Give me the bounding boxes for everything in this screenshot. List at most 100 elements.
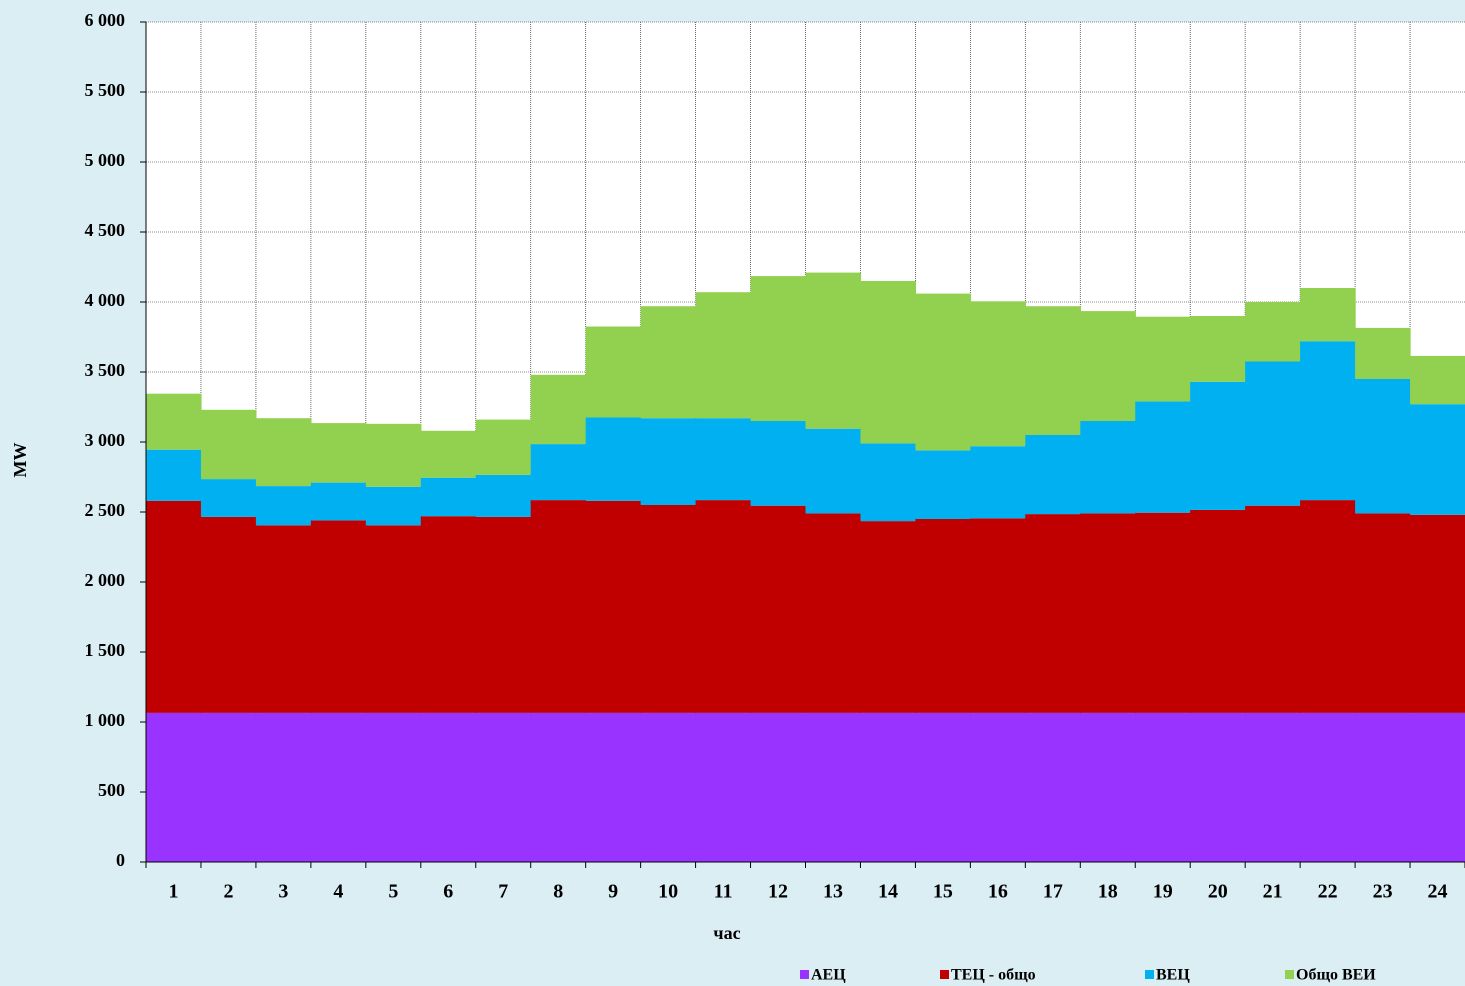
area-segment bbox=[1135, 401, 1191, 513]
area-segment bbox=[1300, 341, 1356, 501]
area-segment bbox=[1025, 306, 1081, 435]
area-segment bbox=[1190, 316, 1246, 382]
area-segment bbox=[860, 521, 917, 713]
area-segment bbox=[530, 374, 587, 445]
area-segment bbox=[420, 516, 477, 713]
x-tick-label: 11 bbox=[714, 881, 733, 903]
area-segment bbox=[365, 486, 422, 526]
area-segment bbox=[1135, 712, 1191, 862]
legend-swatch bbox=[800, 970, 809, 979]
y-tick-label: 2 500 bbox=[85, 500, 126, 520]
area-segment bbox=[420, 712, 477, 862]
x-tick-label: 2 bbox=[223, 881, 233, 903]
area-segment bbox=[1080, 311, 1136, 421]
legend-swatch bbox=[940, 970, 949, 979]
area-segment bbox=[310, 712, 367, 862]
area-segment bbox=[530, 444, 587, 501]
legend-swatch bbox=[1285, 970, 1294, 979]
area-segment bbox=[1245, 361, 1301, 506]
area-segment bbox=[695, 292, 752, 419]
area-segment bbox=[200, 479, 257, 517]
x-tick-label: 5 bbox=[388, 881, 398, 903]
area-segment bbox=[1355, 327, 1411, 379]
area-segment bbox=[640, 712, 697, 862]
x-tick-label: 15 bbox=[933, 881, 953, 903]
area-segment bbox=[585, 326, 642, 418]
area-segment bbox=[200, 712, 257, 862]
area-segment bbox=[475, 516, 532, 713]
legend-label: ТЕЦ - общо bbox=[951, 967, 1036, 984]
y-axis-label: MW bbox=[10, 443, 30, 478]
x-tick-label: 14 bbox=[878, 881, 898, 903]
area-segment bbox=[1410, 355, 1465, 405]
area-segment bbox=[915, 293, 971, 451]
area-segment bbox=[365, 423, 422, 487]
area-segment bbox=[695, 418, 752, 501]
y-tick-label: 3 500 bbox=[85, 360, 126, 380]
y-tick-label: 3 000 bbox=[85, 430, 126, 450]
area-segment bbox=[420, 430, 477, 478]
y-tick-label: 5 500 bbox=[85, 80, 126, 100]
y-tick-label: 5 000 bbox=[85, 150, 126, 170]
area-segment bbox=[1080, 513, 1136, 713]
area-segment bbox=[1300, 712, 1356, 862]
area-segment bbox=[915, 519, 971, 713]
x-tick-label: 7 bbox=[498, 881, 508, 903]
area-segment bbox=[805, 513, 862, 713]
area-segment bbox=[475, 712, 532, 862]
x-tick-label: 16 bbox=[988, 881, 1008, 903]
x-tick-label: 9 bbox=[608, 881, 618, 903]
area-segment bbox=[750, 421, 807, 506]
area-segment bbox=[805, 712, 862, 862]
legend-label: ВЕЦ bbox=[1156, 967, 1190, 984]
y-tick-label: 2 000 bbox=[85, 570, 126, 590]
x-tick-label: 4 bbox=[333, 881, 343, 903]
area-segment bbox=[640, 418, 697, 505]
x-tick-label: 13 bbox=[823, 881, 843, 903]
area-segment bbox=[475, 419, 532, 475]
area-segment bbox=[255, 525, 312, 713]
y-tick-label: 6 000 bbox=[85, 10, 126, 30]
x-tick-label: 3 bbox=[278, 881, 288, 903]
area-segment bbox=[1300, 288, 1356, 342]
area-segment bbox=[475, 474, 532, 517]
area-segment bbox=[530, 500, 587, 713]
area-segment bbox=[1190, 509, 1246, 713]
area-segment bbox=[255, 712, 312, 862]
area-segment bbox=[1135, 316, 1191, 402]
x-tick-label: 24 bbox=[1428, 881, 1448, 903]
area-segment bbox=[1080, 421, 1136, 514]
area-segment bbox=[1355, 513, 1411, 713]
area-segment bbox=[970, 712, 1026, 862]
area-segment bbox=[750, 276, 807, 421]
area-segment bbox=[310, 520, 367, 713]
y-tick-label: 500 bbox=[98, 780, 125, 800]
area-segment bbox=[1135, 512, 1191, 713]
area-segment bbox=[860, 281, 917, 444]
area-segment bbox=[310, 423, 367, 483]
legend-label: Общо ВЕИ bbox=[1296, 967, 1376, 984]
x-tick-label: 20 bbox=[1208, 881, 1228, 903]
x-tick-label: 8 bbox=[553, 881, 563, 903]
area-segment bbox=[530, 712, 587, 862]
area-segment bbox=[805, 428, 862, 514]
y-tick-label: 0 bbox=[116, 850, 125, 870]
area-segment bbox=[585, 417, 642, 501]
area-segment bbox=[1245, 712, 1301, 862]
area-segment bbox=[640, 505, 697, 713]
x-tick-label: 21 bbox=[1263, 881, 1283, 903]
y-tick-label: 1 500 bbox=[85, 640, 126, 660]
area-segment bbox=[200, 409, 257, 480]
x-tick-label: 19 bbox=[1153, 881, 1173, 903]
area-segment bbox=[860, 712, 917, 862]
area-segment bbox=[146, 500, 202, 713]
x-tick-label: 12 bbox=[768, 881, 788, 903]
area-segment bbox=[146, 393, 202, 450]
y-tick-label: 4 500 bbox=[85, 220, 126, 240]
x-tick-label: 10 bbox=[658, 881, 678, 903]
area-segment bbox=[365, 525, 422, 713]
x-axis-label: час bbox=[713, 923, 740, 943]
area-segment bbox=[255, 486, 312, 526]
area-segment bbox=[695, 500, 752, 713]
